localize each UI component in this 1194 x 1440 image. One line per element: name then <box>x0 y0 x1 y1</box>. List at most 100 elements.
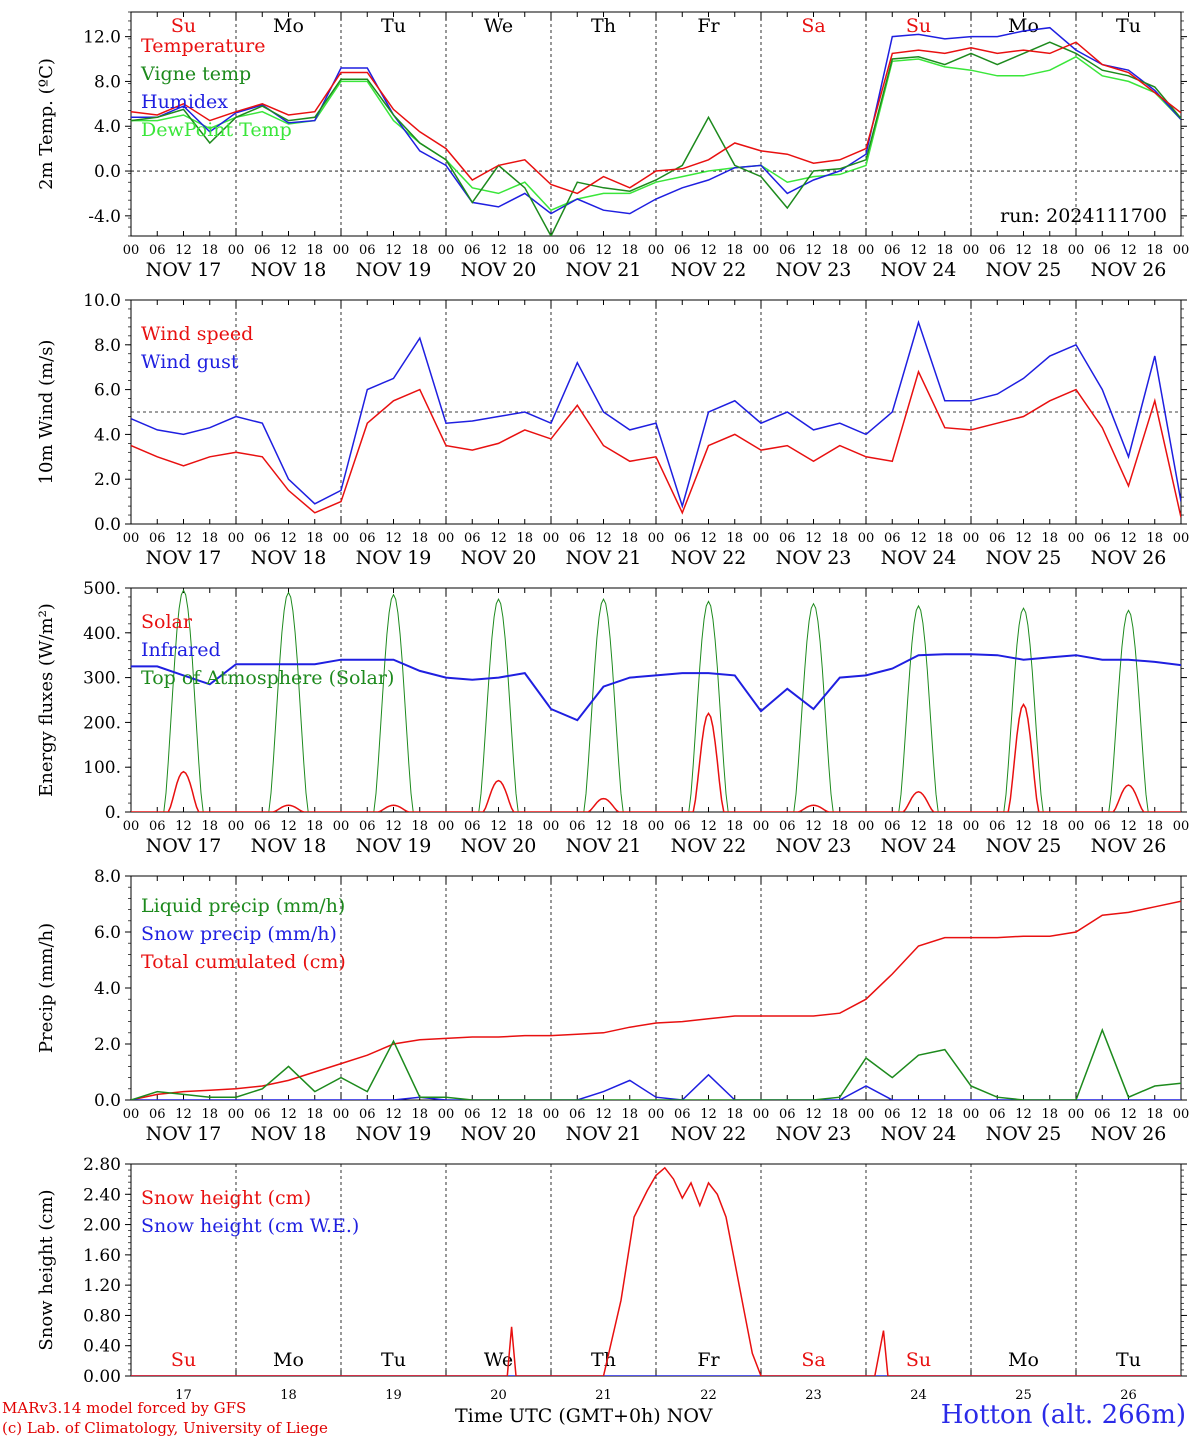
x-hour-label: 12 <box>490 243 507 258</box>
x-date-label: NOV 21 <box>566 547 642 569</box>
legend-item: Humidex <box>141 91 228 113</box>
x-hour-label: 12 <box>175 243 192 258</box>
x-hour-label: 00 <box>648 1107 665 1122</box>
x-hour-label: 18 <box>1146 1107 1163 1122</box>
x-hour-label: 12 <box>595 819 612 834</box>
x-hour-label: 12 <box>1120 243 1137 258</box>
weekday-label: Su <box>171 1349 196 1371</box>
weekday-label: Tu <box>1116 1349 1141 1371</box>
x-hour-label: 06 <box>569 243 586 258</box>
x-hour-label: 00 <box>438 243 455 258</box>
lab-credit: (c) Lab. of Climatology, University of L… <box>2 1419 328 1437</box>
x-date-label: NOV 23 <box>776 259 852 281</box>
x-date-label: NOV 18 <box>251 547 327 569</box>
legend-item: Snow height (cm) <box>141 1187 311 1209</box>
y-tick-label: 0.0 <box>94 1091 121 1111</box>
weekday-label: Th <box>591 15 616 37</box>
x-hour-label: 18 <box>201 531 218 546</box>
panel-1: -4.0 0.0 4.0 8.0 12.0 2m Temp. (ºC) 00 06 12 18 00… <box>36 11 1189 281</box>
x-date-label: NOV 25 <box>986 259 1062 281</box>
x-hour-label: 06 <box>464 243 481 258</box>
station-name: Hotton (alt. 266m) <box>940 1400 1186 1430</box>
legend-item: Wind gust <box>141 351 239 373</box>
plot-area <box>131 319 1181 518</box>
y-tick-label: 2.0 <box>94 470 121 490</box>
x-hour-label: 00 <box>123 1107 140 1122</box>
x-date-label: NOV 24 <box>881 1123 957 1145</box>
x-hour-label: 00 <box>963 1107 980 1122</box>
x-date-label: NOV 17 <box>146 547 222 569</box>
x-hour-label: 12 <box>595 243 612 258</box>
series-vigne-temp <box>131 41 1181 236</box>
x-date-label: NOV 17 <box>146 835 222 857</box>
x-date-label: NOV 19 <box>356 1123 432 1145</box>
x-hour-label: 12 <box>805 531 822 546</box>
y-tick-label: 2.80 <box>83 1155 121 1175</box>
x-hour-label: 00 <box>228 1107 245 1122</box>
x-hour-label: 06 <box>359 243 376 258</box>
x-hour-label: 06 <box>989 243 1006 258</box>
x-hour-label: 00 <box>1173 819 1190 834</box>
x-date-label: NOV 19 <box>356 835 432 857</box>
weekday-label: Fr <box>697 15 720 37</box>
x-hour-label: 12 <box>280 243 297 258</box>
x-date-label: NOV 20 <box>461 1123 537 1145</box>
x-hour-label: 12 <box>805 1107 822 1122</box>
x-hour-label: 00 <box>543 531 560 546</box>
x-hour-label: 06 <box>884 243 901 258</box>
x-hour-label: 12 <box>1120 819 1137 834</box>
x-hour-label: 18 <box>726 243 743 258</box>
weekday-label: We <box>484 1349 513 1371</box>
panel-4: 0.0 2.0 4.0 6.0 8.0 Precip (mm/h) 00 06 12 18 00 06… <box>36 867 1189 1145</box>
x-date-label: NOV 21 <box>566 259 642 281</box>
y-tick-label: 1.20 <box>83 1276 121 1296</box>
y-tick-label: 300. <box>83 669 121 689</box>
x-hour-label: 12 <box>910 819 927 834</box>
x-hour-label: 06 <box>674 819 691 834</box>
x-hour-label: 18 <box>201 1107 218 1122</box>
x-hour-label: 12 <box>1015 1107 1032 1122</box>
x-hour-label: 06 <box>674 243 691 258</box>
y-tick-label: 200. <box>83 713 121 733</box>
x-hour-label: 12 <box>1015 243 1032 258</box>
y-tick-label: 0.00 <box>83 1367 121 1387</box>
x-hour-label: 06 <box>779 1107 796 1122</box>
x-hour-label: 00 <box>123 819 140 834</box>
x-hour-label: 12 <box>280 819 297 834</box>
x-hour-label: 12 <box>280 1107 297 1122</box>
x-date-label: NOV 20 <box>461 547 537 569</box>
x-hour-label: 00 <box>333 1107 350 1122</box>
x-hour-label: 06 <box>569 1107 586 1122</box>
x-hour-label: 18 <box>411 819 428 834</box>
x-hour-label: 06 <box>1094 531 1111 546</box>
x-hour-label: 00 <box>228 243 245 258</box>
x-hour-label: 06 <box>254 243 271 258</box>
x-hour-label: 06 <box>149 531 166 546</box>
x-day-number: 23 <box>805 1388 822 1400</box>
x-hour-label: 00 <box>1068 819 1085 834</box>
legend-item: Temperature <box>141 35 265 57</box>
x-date-label: NOV 25 <box>986 547 1062 569</box>
y-tick-label: 1.60 <box>83 1246 121 1266</box>
x-hour-label: 18 <box>1146 819 1163 834</box>
x-hour-label: 12 <box>595 531 612 546</box>
weekday-label: Tu <box>381 15 406 37</box>
weekday-label: Sa <box>801 1349 825 1371</box>
plot-frame <box>130 587 1182 813</box>
x-day-number: 20 <box>490 1388 507 1400</box>
x-hour-label: 00 <box>963 531 980 546</box>
series-wind-speed <box>131 369 1181 518</box>
weekday-label: Tu <box>1116 15 1141 37</box>
x-hour-label: 00 <box>1068 243 1085 258</box>
x-date-label: NOV 23 <box>776 547 852 569</box>
x-hour-label: 00 <box>963 243 980 258</box>
x-hour-label: 18 <box>306 531 323 546</box>
x-hour-label: 00 <box>753 243 770 258</box>
series-snow-precip-mm-h- <box>131 1073 1181 1100</box>
legend-item: Solar <box>141 611 193 633</box>
x-hour-label: 06 <box>149 1107 166 1122</box>
x-hour-label: 06 <box>359 1107 376 1122</box>
x-hour-label: 00 <box>963 819 980 834</box>
x-date-label: NOV 17 <box>146 1123 222 1145</box>
x-date-label: NOV 25 <box>986 1123 1062 1145</box>
